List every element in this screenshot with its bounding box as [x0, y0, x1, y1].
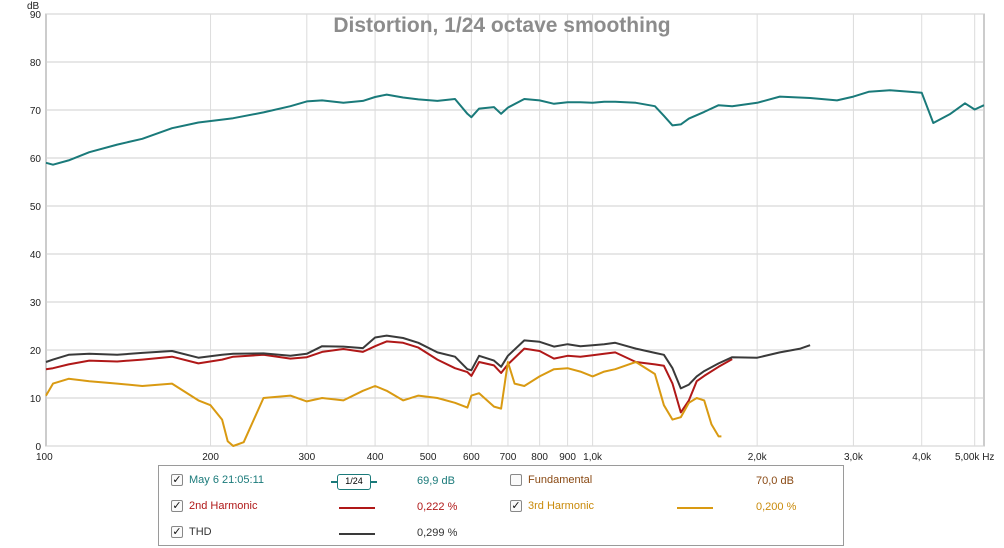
x-tick-label: 300	[298, 452, 315, 463]
fundamental-label: Fundamental	[528, 474, 593, 486]
y-axis-unit-label: dB	[27, 1, 40, 12]
axis-ticks: 0 10 20 30 40 50 60 70 80 90 100 200 300 400 500 600 700…	[30, 10, 995, 463]
x-tick-label: 500	[420, 452, 437, 463]
x-tick-label: 400	[367, 452, 384, 463]
x-tick-label: 1,0k	[583, 452, 603, 463]
distortion-chart: 0 10 20 30 40 50 60 70 80 90 100 200 300 400 500 600 700…	[27, 1, 995, 463]
measurement-label: May 6 21:05:11	[189, 474, 265, 486]
y-tick-label: 20	[30, 346, 42, 357]
y-tick-label: 10	[30, 394, 42, 405]
fundamental-value: 70,0 dB	[756, 475, 794, 487]
legend-item-measurement[interactable]: ✓ May 6 21:05:11	[171, 474, 264, 486]
y-tick-label: 0	[35, 442, 41, 453]
smoothing-indicator[interactable]: 1/24	[331, 474, 377, 490]
x-tick-label: 4,0k	[912, 452, 932, 463]
legend-item-fundamental[interactable]: Fundamental	[510, 474, 592, 486]
x-tick-label: 5,00k Hz	[955, 452, 994, 463]
3rd-harmonic-swatch	[677, 507, 713, 509]
3rd-harmonic-checkbox[interactable]: ✓	[510, 499, 522, 512]
measurement-checkbox[interactable]: ✓	[171, 473, 183, 486]
legend-item-3rd-harmonic[interactable]: ✓ 3rd Harmonic	[510, 500, 594, 512]
grid-lines	[46, 13, 984, 447]
thd-checkbox[interactable]: ✓	[171, 525, 183, 538]
legend-item-2nd-harmonic[interactable]: ✓ 2nd Harmonic	[171, 500, 257, 512]
y-tick-label: 60	[30, 154, 42, 165]
x-tick-label: 200	[202, 452, 219, 463]
x-tick-label: 900	[559, 452, 576, 463]
measurement-value: 69,9 dB	[417, 475, 455, 487]
x-tick-label: 800	[531, 452, 548, 463]
thd-label: THD	[189, 526, 212, 538]
x-tick-label: 100	[36, 452, 53, 463]
x-tick-label: 600	[463, 452, 480, 463]
x-tick-label: 700	[500, 452, 517, 463]
thd-value: 0,299 %	[417, 527, 458, 539]
series-line-2nd-harmonic	[45, 340, 733, 414]
plot-area	[45, 13, 985, 447]
x-tick-label: 2,0k	[748, 452, 768, 463]
series-line-thd	[45, 334, 811, 390]
legend-panel: ✓ May 6 21:05:11 1/24 69,9 dB ✓ 2nd Harm…	[158, 465, 844, 546]
y-tick-label: 50	[30, 202, 42, 213]
3rd-harmonic-value: 0,200 %	[756, 501, 797, 513]
y-tick-label: 70	[30, 106, 42, 117]
series-lines	[45, 89, 985, 447]
3rd-harmonic-label: 3rd Harmonic	[528, 500, 595, 512]
2nd-harmonic-label: 2nd Harmonic	[189, 500, 258, 512]
y-tick-label: 90	[30, 10, 42, 21]
series-line-3rd-harmonic	[45, 361, 722, 447]
x-tick-label: 3,0k	[844, 452, 864, 463]
thd-swatch	[339, 533, 375, 535]
2nd-harmonic-swatch	[339, 507, 375, 509]
y-tick-label: 40	[30, 250, 42, 261]
2nd-harmonic-checkbox[interactable]: ✓	[171, 499, 183, 512]
y-tick-label: 30	[30, 298, 42, 309]
y-tick-label: 80	[30, 58, 42, 69]
legend-item-thd[interactable]: ✓ THD	[171, 526, 212, 538]
2nd-harmonic-value: 0,222 %	[417, 501, 458, 513]
chart-title: Distortion, 1/24 octave smoothing	[333, 14, 670, 37]
fundamental-checkbox[interactable]	[510, 474, 522, 486]
series-line-may-6-21-05-11	[45, 89, 985, 166]
